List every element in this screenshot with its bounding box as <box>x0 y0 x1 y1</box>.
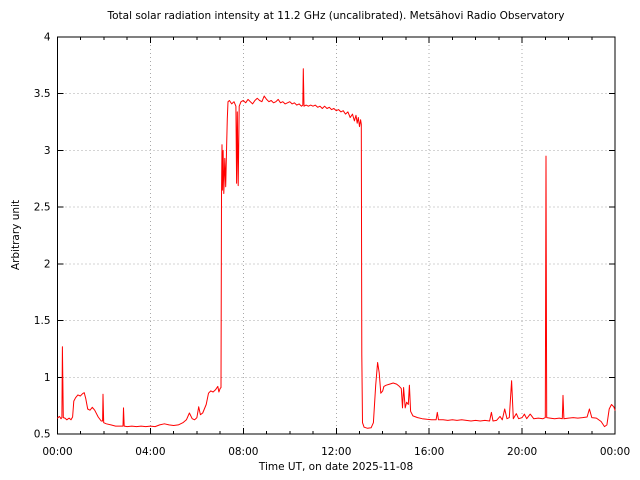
y-tick-label: 2 <box>44 258 51 270</box>
x-tick-label: 08:00 <box>228 446 258 458</box>
y-tick-label: 1 <box>44 372 51 384</box>
y-tick-label: 2.5 <box>34 202 51 214</box>
x-tick-label: 12:00 <box>321 446 351 458</box>
y-tick-label: 1.5 <box>34 315 51 327</box>
data-line <box>57 68 616 429</box>
x-tick-label: 00:00 <box>42 446 72 458</box>
x-tick-label: 20:00 <box>507 446 537 458</box>
x-tick-label: 04:00 <box>135 446 165 458</box>
x-tick-label: 00:00 <box>600 446 630 458</box>
y-tick-label: 3 <box>44 145 51 157</box>
gridlines <box>57 37 615 434</box>
tick-labels: 00:00 04:00 08:00 12:00 16:00 20:00 00:00 0.5 1 1… <box>34 32 630 459</box>
chart-title: Total solar radiation intensity at 11.2 … <box>107 10 565 22</box>
axes <box>57 36 616 435</box>
y-tick-label: 3.5 <box>34 88 51 100</box>
plot-border <box>57 36 616 435</box>
x-tick-label: 16:00 <box>414 446 444 458</box>
y-tick-label: 4 <box>44 32 51 44</box>
x-axis-label: Time UT, on date 2025-11-08 <box>258 461 414 473</box>
y-tick-label: 0.5 <box>34 429 51 441</box>
